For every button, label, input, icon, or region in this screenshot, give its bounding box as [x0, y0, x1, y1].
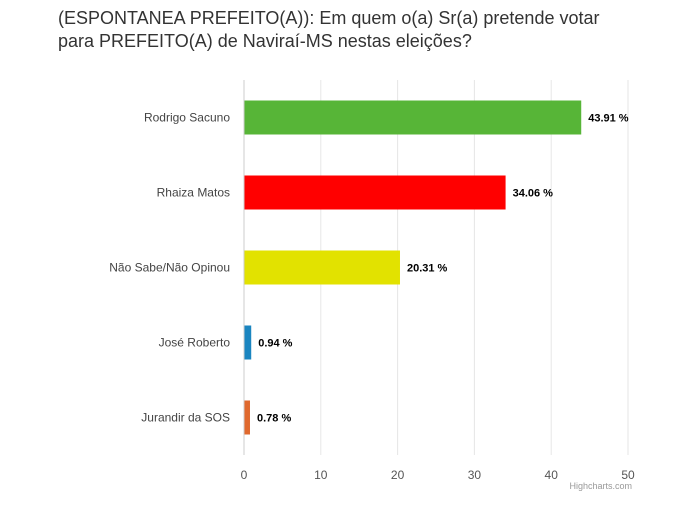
data-label: 0.94 % [258, 338, 292, 350]
category-label: Rhaiza Matos [157, 186, 230, 200]
category-label: Não Sabe/Não Opinou [109, 261, 230, 275]
bar[interactable] [244, 400, 250, 435]
bar[interactable] [244, 250, 400, 285]
data-label: 0.78 % [257, 413, 291, 425]
x-tick-label: 10 [314, 468, 328, 482]
x-tick-label: 20 [391, 468, 405, 482]
bar[interactable] [244, 325, 252, 360]
bar[interactable] [244, 175, 506, 210]
category-label: Rodrigo Sacuno [144, 111, 230, 125]
chart-title: (ESPONTANEA PREFEITO(A)): Em quem o(a) S… [58, 8, 600, 51]
x-tick-label: 40 [545, 468, 559, 482]
highcharts-credit[interactable]: Highcharts.com [569, 481, 632, 491]
data-label: 20.31 % [407, 263, 448, 275]
bar[interactable] [244, 100, 582, 135]
data-label: 43.91 % [588, 113, 629, 125]
x-tick-label: 30 [468, 468, 482, 482]
category-label: José Roberto [159, 336, 231, 350]
x-tick-label: 0 [241, 468, 248, 482]
data-label: 34.06 % [513, 188, 554, 200]
category-label: Jurandir da SOS [141, 411, 230, 425]
x-tick-label: 50 [621, 468, 635, 482]
